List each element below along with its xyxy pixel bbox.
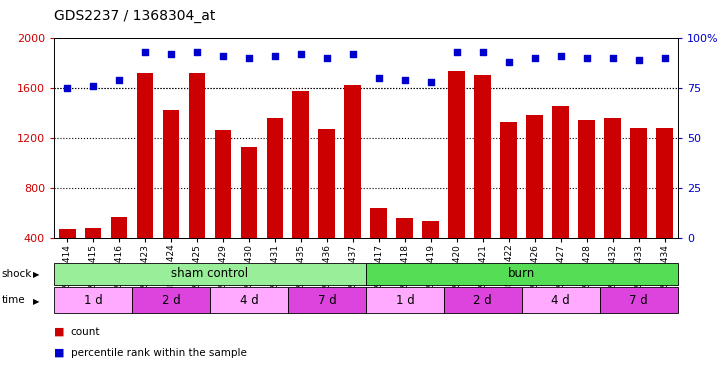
Point <box>113 76 125 82</box>
Point <box>165 51 177 57</box>
Bar <box>604 118 622 288</box>
Bar <box>267 118 283 288</box>
Text: count: count <box>71 327 100 337</box>
Point <box>607 55 619 61</box>
Text: 4 d: 4 d <box>239 294 258 306</box>
Bar <box>600 287 678 313</box>
Text: ▶: ▶ <box>33 270 40 279</box>
Text: shock: shock <box>1 269 32 279</box>
Bar <box>288 287 366 313</box>
Bar <box>136 73 154 288</box>
Bar <box>423 220 439 288</box>
Bar <box>500 122 517 288</box>
Text: 7 d: 7 d <box>317 294 336 306</box>
Text: GDS2237 / 1368304_at: GDS2237 / 1368304_at <box>54 9 216 23</box>
Point <box>581 55 593 61</box>
Text: sham control: sham control <box>172 267 249 280</box>
Text: 2 d: 2 d <box>474 294 492 306</box>
Text: 1 d: 1 d <box>84 294 102 306</box>
Bar <box>656 128 673 288</box>
Bar <box>293 92 309 288</box>
Bar <box>241 147 257 288</box>
Text: ■: ■ <box>54 327 65 337</box>
Bar <box>526 115 543 288</box>
Bar <box>54 262 366 285</box>
Bar <box>210 287 288 313</box>
Bar <box>371 208 387 288</box>
Text: time: time <box>1 295 25 305</box>
Point <box>425 79 437 85</box>
Bar <box>58 230 76 288</box>
Point <box>555 53 567 58</box>
Point <box>477 48 489 54</box>
Point <box>269 53 280 58</box>
Text: ▶: ▶ <box>33 297 40 306</box>
Point <box>243 55 255 61</box>
Bar <box>366 287 444 313</box>
Point <box>347 51 358 57</box>
Point <box>503 58 515 64</box>
Point <box>659 55 671 61</box>
Point <box>451 48 463 54</box>
Bar <box>444 287 522 313</box>
Text: percentile rank within the sample: percentile rank within the sample <box>71 348 247 357</box>
Text: 7 d: 7 d <box>629 294 648 306</box>
Bar <box>630 128 647 288</box>
Bar <box>162 110 180 288</box>
Text: 2 d: 2 d <box>162 294 180 306</box>
Text: 1 d: 1 d <box>396 294 415 306</box>
Bar <box>345 85 361 288</box>
Bar <box>578 120 596 288</box>
Text: burn: burn <box>508 267 536 280</box>
Bar <box>215 130 231 288</box>
Point <box>373 75 385 81</box>
Bar <box>522 287 600 313</box>
Bar <box>552 106 570 288</box>
Bar <box>54 287 132 313</box>
Bar <box>448 71 465 288</box>
Bar <box>366 262 678 285</box>
Point <box>295 51 306 57</box>
Point <box>217 53 229 58</box>
Bar <box>319 129 335 288</box>
Text: 4 d: 4 d <box>552 294 570 306</box>
Bar <box>110 217 128 288</box>
Bar <box>189 73 205 288</box>
Bar <box>84 228 102 288</box>
Bar <box>132 287 210 313</box>
Point <box>399 76 411 82</box>
Point <box>61 85 73 91</box>
Point <box>633 57 645 63</box>
Point <box>191 48 203 54</box>
Text: ■: ■ <box>54 348 65 357</box>
Bar <box>474 75 491 288</box>
Point <box>87 82 99 88</box>
Point <box>529 55 541 61</box>
Bar <box>397 218 413 288</box>
Point <box>321 55 332 61</box>
Point <box>139 48 151 54</box>
